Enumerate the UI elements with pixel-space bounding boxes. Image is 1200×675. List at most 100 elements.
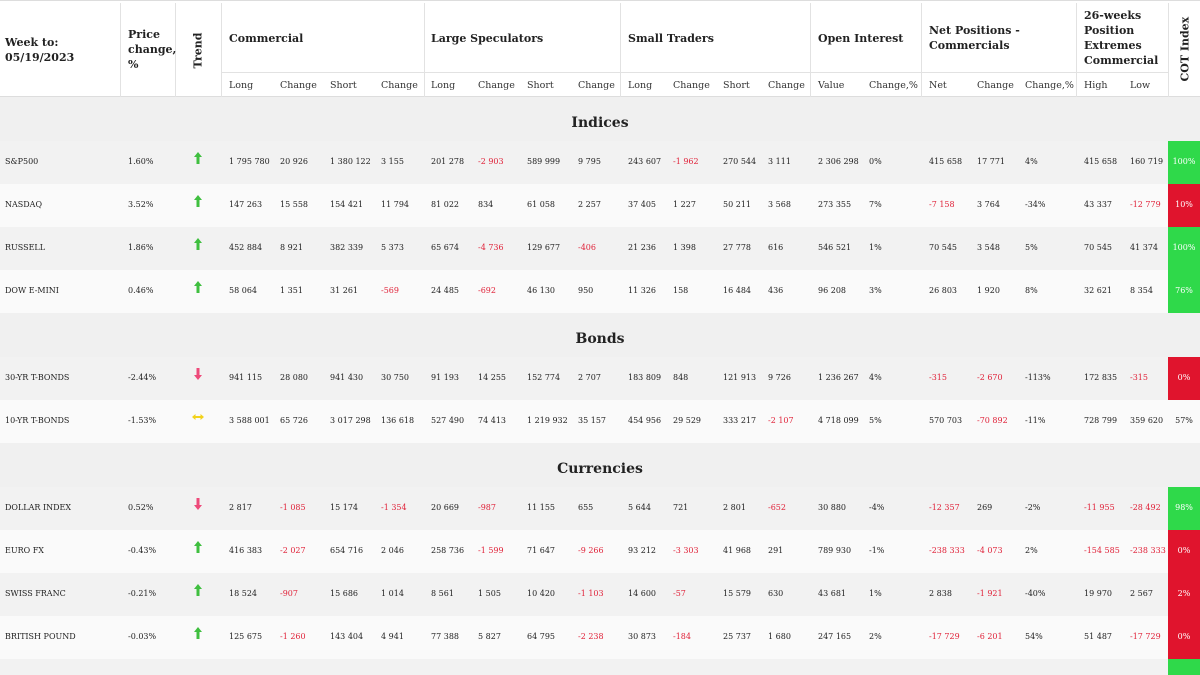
value-cell: 8 561 — [431, 589, 454, 598]
value-cell: -1 354 — [381, 503, 407, 512]
price-change-header: Price change, % — [128, 28, 177, 71]
arrow-shape — [194, 368, 202, 380]
data-row — [0, 487, 1200, 530]
value-cell: 848 — [673, 373, 689, 382]
trend-arrow — [194, 281, 202, 293]
instrument-name: DOW E-MINI — [5, 286, 59, 295]
value-cell: 30 880 — [818, 503, 846, 512]
group-header: Open Interest — [818, 32, 904, 45]
trend-arrow — [194, 195, 202, 207]
cot-bg — [1168, 227, 1200, 270]
value-cell: 65 726 — [280, 416, 308, 425]
cot-bg — [1168, 487, 1200, 530]
value-cell: -40% — [1025, 589, 1046, 598]
value-cell: 8% — [1025, 286, 1038, 295]
value-cell: 160 719 — [1130, 157, 1164, 166]
value-cell: -1 599 — [478, 546, 504, 555]
value-cell: -2% — [1025, 503, 1041, 512]
value-cell: 3 548 — [977, 243, 1000, 252]
value-cell: 5 373 — [381, 243, 404, 252]
arrow-shape — [194, 281, 202, 293]
price-change: 1.86% — [128, 243, 154, 252]
price-change: -0.03% — [128, 632, 157, 641]
value-cell: 143 404 — [330, 632, 364, 641]
value-cell: 27 778 — [723, 243, 751, 252]
value-cell: 31 261 — [330, 286, 358, 295]
value-cell: 270 544 — [723, 157, 757, 166]
value-cell: 125 675 — [229, 632, 263, 641]
value-cell: 570 703 — [929, 416, 963, 425]
sub-header: Long — [229, 80, 254, 91]
value-cell: 136 618 — [381, 416, 415, 425]
value-cell: -2 670 — [977, 373, 1003, 382]
arrow-shape — [194, 238, 202, 250]
value-cell: 654 716 — [330, 546, 364, 555]
value-cell: 1 680 — [768, 632, 791, 641]
arrow-shape — [194, 584, 202, 596]
value-cell: 415 658 — [1084, 157, 1118, 166]
value-cell: -1 085 — [280, 503, 306, 512]
value-cell: 630 — [768, 589, 784, 598]
price-change: 0.52% — [128, 503, 154, 512]
cot-bg — [1168, 184, 1200, 227]
value-cell: -17 729 — [1130, 632, 1161, 641]
instrument-name: SWISS FRANC — [5, 589, 66, 598]
value-cell: 15 579 — [723, 589, 751, 598]
value-cell: 4 718 099 — [818, 416, 859, 425]
value-cell: 3 155 — [381, 157, 404, 166]
value-cell: 26 803 — [929, 286, 957, 295]
value-cell: -2 027 — [280, 546, 306, 555]
value-cell: 2 817 — [229, 503, 252, 512]
group-header: Small Traders — [628, 32, 714, 45]
value-cell: -28 492 — [1130, 503, 1161, 512]
cot-index: 98% — [1175, 503, 1193, 512]
value-cell: -12 779 — [1130, 200, 1161, 209]
sub-header: Low — [1130, 80, 1151, 91]
value-cell: 11 155 — [527, 503, 555, 512]
value-cell: 0% — [869, 157, 882, 166]
value-cell: 70 545 — [929, 243, 957, 252]
value-cell: 51 487 — [1084, 632, 1112, 641]
section-row — [0, 443, 1200, 487]
section-row — [0, 97, 1200, 141]
trend-header: Trend — [191, 32, 205, 69]
value-cell: -987 — [478, 503, 496, 512]
value-cell: -12 357 — [929, 503, 960, 512]
value-cell: 2 801 — [723, 503, 746, 512]
value-cell: 527 490 — [431, 416, 465, 425]
arrow-shape — [194, 627, 202, 639]
value-cell: 50 211 — [723, 200, 751, 209]
value-cell: 64 795 — [527, 632, 555, 641]
value-cell: 11 326 — [628, 286, 656, 295]
value-cell: 29 529 — [673, 416, 701, 425]
trend-arrow — [194, 368, 202, 380]
cot-bg — [1168, 530, 1200, 573]
cot-index: 2% — [1177, 589, 1191, 598]
instrument-name: 10-YR T-BONDS — [5, 416, 70, 425]
cot-index: 76% — [1175, 286, 1193, 295]
value-cell: -6 201 — [977, 632, 1003, 641]
header-bg — [0, 0, 1200, 97]
value-cell: 3 568 — [768, 200, 791, 209]
value-cell: 359 620 — [1130, 416, 1164, 425]
data-row — [0, 400, 1200, 443]
value-cell: 3 017 298 — [330, 416, 371, 425]
cot-header: COT Index — [1178, 16, 1192, 82]
sub-header: Value — [818, 80, 845, 91]
arrow-shape — [194, 195, 202, 207]
group-header: 26-weeks Position Extremes Commercial — [1084, 9, 1159, 67]
value-cell: 247 165 — [818, 632, 852, 641]
price-change: -1.53% — [128, 416, 157, 425]
value-cell: 15 686 — [330, 589, 358, 598]
value-cell: 54% — [1025, 632, 1043, 641]
arrow-shape — [194, 152, 202, 164]
value-cell: -2 238 — [578, 632, 604, 641]
header-divider — [620, 3, 621, 97]
value-cell: 2 838 — [929, 589, 952, 598]
sub-header: Long — [628, 80, 653, 91]
value-cell: -1% — [869, 546, 885, 555]
value-cell: -1 103 — [578, 589, 604, 598]
data-row — [0, 530, 1200, 573]
value-cell: 3 111 — [768, 157, 791, 166]
value-cell: -1 260 — [280, 632, 306, 641]
